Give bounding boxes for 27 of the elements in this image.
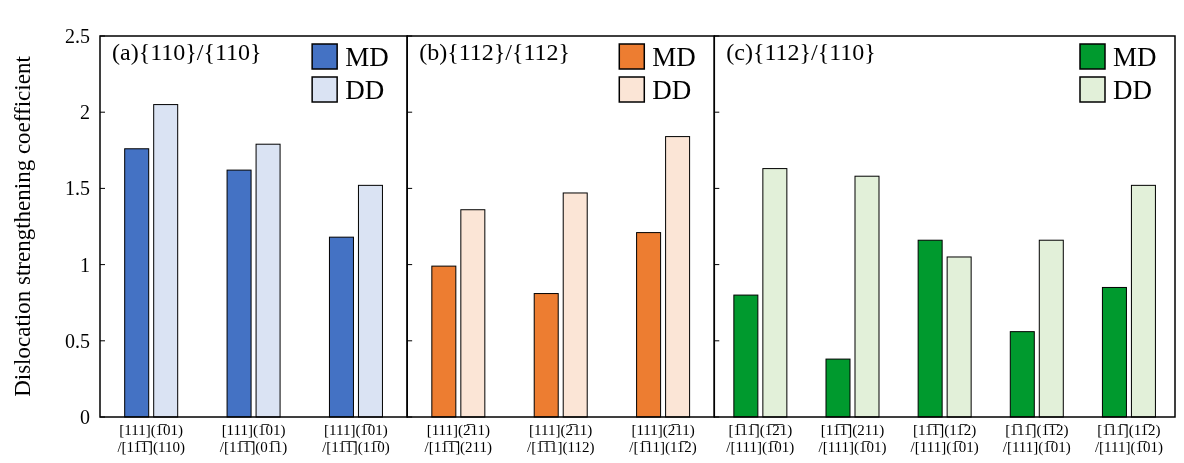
x-tick-label: [111](2̅11)/[1̅1̅1](112) [526, 422, 595, 456]
legend-label: MD [652, 42, 696, 72]
x-tick-label: [111](1̅01)/[11̅1̅](01̅1) [219, 422, 288, 456]
x-tick-label: [1̅11̅](11̅2)/[111](1̅01) [1094, 422, 1163, 456]
x-tick-label: [11̅1̅](11̅2)/[111](1̅01) [910, 422, 979, 456]
chart-title: (b){112}/{112} [419, 39, 571, 65]
y-tick-label: 2 [80, 101, 90, 124]
x-tick-label: [111](2̅11)/[1̅11](11̅2) [629, 422, 697, 456]
x-tick-label: [111](2̅11)/[11̅1̅](211) [424, 422, 493, 456]
x-tick-label: [11̅1̅](211)/[111](1̅01) [818, 422, 887, 456]
legend-label: DD [345, 75, 385, 105]
x-tick-label: [1̅11̅](1̅2̅1)/[111](1̅01) [726, 422, 795, 456]
legend-label: MD [345, 42, 389, 72]
y-tick-label: 2.5 [65, 25, 90, 47]
y-axis-title: Dislocation strengthening coefficient [10, 55, 35, 397]
y-tick-label: 0.5 [65, 329, 90, 352]
legend-label: DD [1113, 75, 1152, 105]
x-tick-label: [111](1̅01)/[11̅1̅](11̅0) [322, 422, 390, 456]
y-tick-label: 1.5 [65, 177, 90, 200]
chart-title: (a){110}/{110} [112, 39, 262, 65]
x-tick-label: [1̅11̅](1̅1̅2)/[111](1̅01) [1002, 422, 1071, 456]
y-tick-label: 1 [80, 253, 90, 276]
chart-title: (c){112}/{110} [726, 39, 876, 65]
legend-label: DD [652, 75, 692, 105]
x-tick-label: [111](1̅01)/[11̅1̅](110) [117, 422, 185, 456]
legend-label: MD [1113, 42, 1157, 72]
y-tick-label: 0 [80, 406, 90, 428]
